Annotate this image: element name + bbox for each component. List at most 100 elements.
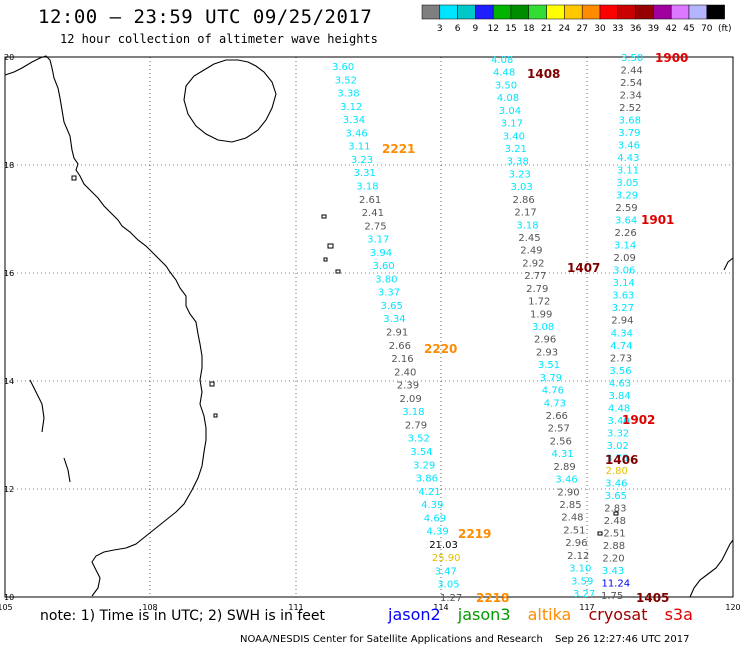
wave-height-value: 2.48 [561, 513, 583, 524]
colorbar-swatch [617, 4, 636, 20]
wave-height-value: 3.40 [503, 131, 525, 142]
colorbar-tick-label: 6 [455, 24, 461, 34]
wave-height-value: 3.46 [618, 141, 640, 152]
wave-height-value: 3.17 [367, 235, 389, 246]
map-frame [4, 56, 734, 598]
wave-height-value: 3.43 [602, 566, 624, 577]
colorbar-swatch [670, 4, 690, 20]
wave-height-value: 4.76 [542, 386, 564, 397]
longitude-labels: 105 108 111 114 117 120 [0, 603, 740, 612]
wave-height-value: 2.17 [514, 208, 536, 219]
wave-height-value: 2.51 [563, 525, 585, 536]
wave-height-value: 4.74 [610, 341, 632, 352]
colorbar-tick-label: 30 [594, 24, 606, 34]
wave-height-value: 3.23 [351, 155, 373, 166]
wave-height-value: 3.34 [343, 115, 365, 126]
colorbar-tick-label: 70 [701, 24, 713, 34]
pass-time-label: 2218 [476, 591, 509, 605]
pass-time-label: 1405 [636, 591, 669, 605]
wave-height-value: 2.73 [610, 353, 632, 364]
wave-height-value: 2.86 [512, 195, 534, 206]
island [323, 257, 328, 262]
wave-height-value: 3.84 [608, 391, 630, 402]
pass-time-label: 1408 [527, 67, 560, 81]
legend-altika: altika [527, 605, 572, 624]
coast-inlet-1 [29, 379, 45, 433]
colorbar-tick-label: 27 [576, 24, 587, 34]
wave-height-value: 2.56 [550, 436, 572, 447]
wave-height-value: 4.34 [611, 328, 633, 339]
palawan-coast [723, 257, 734, 271]
island [613, 511, 619, 516]
wave-height-value: 2.75 [364, 221, 386, 232]
pass-time-label: 1407 [567, 261, 600, 275]
wave-height-value: 3.34 [383, 314, 405, 325]
wave-height-value: 3.12 [340, 102, 362, 113]
wave-height-value: 3.32 [607, 428, 629, 439]
wave-height-value: 3.79 [618, 128, 640, 139]
legend-s3a: s3a [664, 605, 693, 624]
wave-height-value: 2.09 [614, 253, 636, 264]
colorbar-unit: (ft) [718, 24, 732, 34]
wave-height-value: 3.27 [573, 589, 595, 600]
wave-height-value: 2.83 [604, 503, 626, 514]
wave-height-value: 3.04 [499, 106, 521, 117]
latitude-label: 16 [4, 269, 14, 278]
wave-height-value: 3.10 [569, 564, 591, 575]
island [209, 381, 215, 387]
wave-height-value: 4.39 [427, 527, 449, 538]
wave-height-value: 3.06 [613, 266, 635, 277]
latitude-label: 10 [4, 593, 14, 602]
colorbar-tick-label: 12 [487, 24, 498, 34]
wave-height-value: 3.52 [408, 434, 430, 445]
wave-height-value: 2.41 [362, 208, 384, 219]
colorbar-tick-label: 33 [612, 24, 623, 34]
wave-height-value: 2.80 [606, 466, 628, 477]
colorbar-tick-label: 18 [523, 24, 535, 34]
colorbar-tick-label: 15 [505, 24, 516, 34]
longitude-label: 114 [433, 603, 448, 612]
wave-height-value: 3.05 [616, 178, 638, 189]
wave-height-value: 2.48 [604, 516, 626, 527]
wave-height-value: 3.46 [605, 478, 627, 489]
pass-time-label: 1902 [622, 413, 655, 427]
wave-height-value: 3.11 [617, 166, 639, 177]
wave-height-value: 3.64 [615, 216, 637, 227]
wave-height-value: 2.20 [602, 553, 624, 564]
wave-height-value: 3.56 [609, 366, 631, 377]
colorbar-swatch [475, 4, 494, 20]
wave-height-value: 4.31 [552, 449, 574, 460]
colorbar-tick-label: 39 [648, 24, 660, 34]
wave-height-value: 2.61 [359, 195, 381, 206]
wave-height-value: 2.45 [518, 233, 540, 244]
wave-height-value: 2.93 [536, 347, 558, 358]
pass-time-label: 2221 [382, 142, 415, 156]
colorbar-swatch [457, 4, 476, 20]
colorbar-tick-label: 9 [473, 24, 479, 34]
pass-time-label: 1406 [605, 453, 638, 467]
wave-height-value: 3.65 [381, 301, 403, 312]
altimeter-track-1: 3.60 3.52 3.38 3.12 3.34 3.46 3.11 3.23 3.31 3.18… [332, 62, 462, 604]
wave-height-value: 2.59 [615, 203, 637, 214]
wave-height-value: 3.23 [509, 169, 531, 180]
latitude-label: 20 [4, 53, 14, 62]
colorbar-tick-label: 24 [559, 24, 571, 34]
wave-height-value: 3.80 [375, 274, 397, 285]
wave-height-value: 3.60 [332, 62, 354, 73]
colorbar-swatch [653, 4, 672, 20]
wave-height-value: 3.27 [612, 303, 634, 314]
colorbar-swatch [421, 4, 441, 20]
legend-jason3: jason3 [457, 605, 511, 624]
pass-time-label: 2219 [458, 527, 491, 541]
wave-height-value: 4.21 [418, 487, 440, 498]
wave-height-value: 3.05 [437, 580, 459, 591]
wave-height-value: 2.52 [619, 103, 641, 114]
longitude-label: 111 [288, 603, 303, 612]
wave-height-value: 2.66 [546, 411, 568, 422]
wave-height-value: 2.96 [565, 538, 587, 549]
wave-height-value: 3.38 [507, 157, 529, 168]
colorbar-swatch [635, 4, 654, 20]
wave-height-value: 3.51 [538, 360, 560, 371]
wave-height-value: 2.77 [524, 271, 546, 282]
